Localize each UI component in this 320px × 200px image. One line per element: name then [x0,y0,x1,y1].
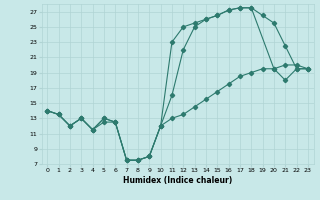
X-axis label: Humidex (Indice chaleur): Humidex (Indice chaleur) [123,176,232,185]
